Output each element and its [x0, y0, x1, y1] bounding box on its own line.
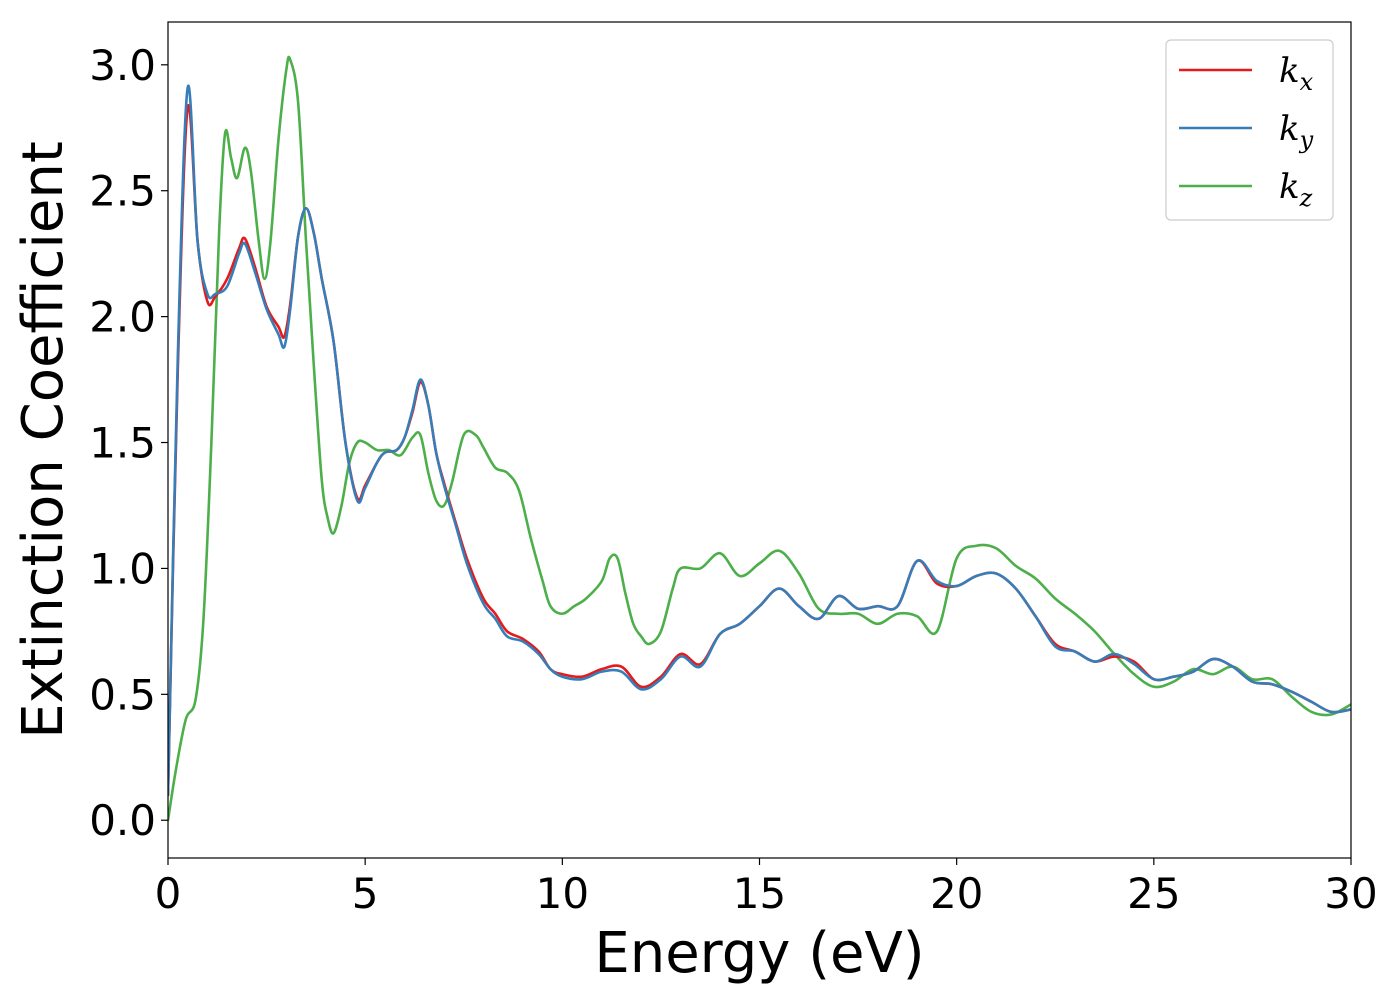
legend-label-kz: kz	[1279, 167, 1313, 212]
legend-box	[1165, 39, 1334, 221]
x-tick-label: 5	[352, 869, 379, 918]
x-tick-label: 15	[733, 869, 786, 918]
legend: kx ky kz	[1165, 39, 1334, 221]
x-tick-label: 30	[1324, 869, 1377, 918]
legend-label-kx: kx	[1279, 51, 1314, 96]
series-line-ky	[168, 84, 1351, 797]
x-tick-label: 20	[930, 869, 983, 918]
x-axis: 0 5 10 15 20 25 30	[155, 858, 1378, 918]
y-tick-label: 2.5	[89, 167, 156, 216]
legend-label-ky: ky	[1279, 109, 1314, 154]
x-tick-label: 0	[155, 869, 182, 918]
x-tick-label: 25	[1127, 869, 1180, 918]
series-layer	[168, 55, 1351, 822]
x-axis-title: Energy (eV)	[594, 921, 924, 986]
y-tick-label: 3.0	[89, 41, 156, 90]
y-tick-label: 0.0	[89, 796, 156, 845]
y-axis-title: Extinction Coefficient	[11, 141, 76, 739]
y-axis: 0.0 0.5 1.0 1.5 2.0 2.5 3.0	[89, 41, 168, 845]
y-tick-label: 0.5	[89, 670, 156, 719]
x-tick-label: 10	[536, 869, 589, 918]
y-tick-label: 2.0	[89, 293, 156, 342]
y-tick-label: 1.5	[89, 419, 156, 468]
series-line-kz	[168, 55, 1351, 822]
y-tick-label: 1.0	[89, 544, 156, 593]
